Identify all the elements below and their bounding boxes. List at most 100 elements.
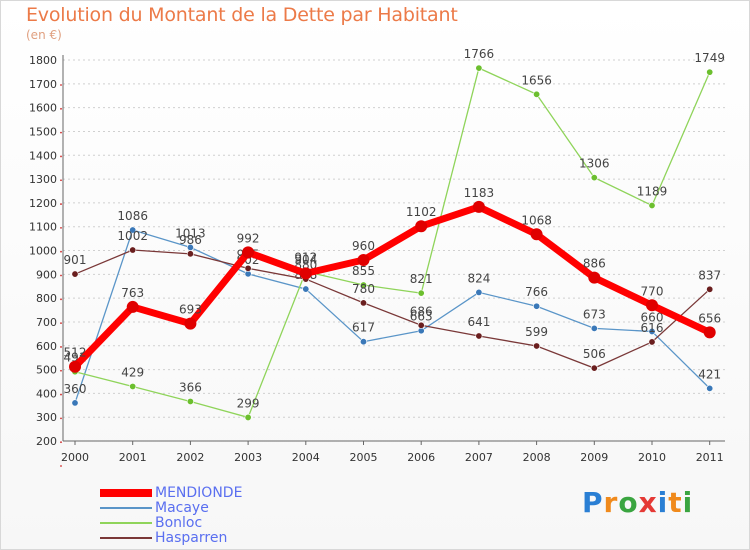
data-label: 1656 — [521, 73, 552, 87]
series-line-bonloc — [74, 67, 711, 419]
y-tick-label: 1000 — [29, 245, 57, 258]
data-label: 1766 — [464, 47, 495, 61]
x-tick-label: 2011 — [696, 451, 724, 464]
series-line-mendionde — [71, 203, 714, 371]
data-label: 686 — [410, 304, 433, 318]
data-point — [648, 201, 656, 209]
data-point — [590, 174, 598, 182]
data-label: 299 — [237, 396, 260, 410]
y-minor-tick — [60, 346, 62, 348]
legend-label: Hasparren — [155, 530, 228, 546]
data-label: 616 — [641, 321, 664, 335]
data-label: 1183 — [464, 186, 495, 200]
x-tick-label: 2000 — [61, 451, 89, 464]
data-label: 1002 — [117, 229, 148, 243]
y-minor-tick — [60, 322, 62, 325]
data-point — [415, 220, 428, 233]
x-tick-label: 2005 — [350, 451, 378, 464]
data-label: 837 — [698, 268, 721, 282]
data-point — [475, 64, 483, 72]
legend-label: MENDIONDE — [155, 485, 243, 501]
logo-letter: i — [657, 486, 669, 519]
y-minor-tick — [60, 298, 62, 301]
y-minor-tick — [60, 203, 62, 205]
data-point — [706, 384, 714, 392]
data-label: 512 — [64, 346, 87, 360]
data-label: 366 — [179, 380, 202, 394]
y-tick-label: 400 — [36, 387, 57, 400]
y-tick-label: 1700 — [29, 78, 57, 91]
data-point — [244, 413, 252, 421]
data-point — [590, 364, 598, 372]
data-point — [359, 281, 367, 289]
data-point — [129, 246, 137, 254]
x-tick-label: 2007 — [465, 451, 493, 464]
y-tick-label: 700 — [36, 316, 57, 329]
x-tick-label: 2008 — [523, 451, 551, 464]
data-point — [129, 382, 137, 390]
series-line-macaye — [74, 229, 711, 404]
data-label: 1189 — [637, 184, 668, 198]
data-point — [126, 300, 139, 313]
y-tick-label: 1500 — [29, 125, 57, 138]
y-tick-label: 1600 — [29, 102, 57, 115]
data-point — [533, 90, 541, 98]
data-label: 904 — [294, 252, 317, 266]
y-minor-tick — [60, 107, 62, 110]
data-label: 617 — [352, 321, 375, 335]
data-label: 770 — [641, 284, 664, 298]
series-line-hasparren — [74, 249, 711, 369]
data-label: 360 — [64, 382, 87, 396]
y-minor-tick — [60, 417, 62, 420]
data-label: 1086 — [117, 209, 148, 223]
data-point — [530, 228, 543, 241]
y-tick-label: 1200 — [29, 197, 57, 210]
data-label: 663 — [410, 310, 433, 324]
data-point — [299, 267, 312, 280]
y-minor-tick — [60, 250, 62, 253]
y-tick-label: 500 — [36, 364, 57, 377]
y-minor-tick — [60, 465, 62, 467]
data-label: 912 — [294, 250, 317, 264]
chart-title: Evolution du Montant de la Dette par Hab… — [26, 4, 458, 26]
y-minor-tick — [60, 369, 62, 372]
logo-letter: i — [682, 486, 694, 519]
data-point — [590, 324, 598, 332]
y-minor-tick — [60, 155, 62, 158]
data-point — [475, 288, 483, 296]
data-label: 429 — [121, 365, 144, 379]
data-point — [71, 399, 79, 407]
logo-letter: P — [582, 486, 604, 519]
data-label: 673 — [583, 307, 606, 321]
data-label: 1102 — [406, 205, 437, 219]
data-point — [359, 338, 367, 346]
x-tick-label: 2002 — [176, 451, 204, 464]
data-point — [417, 321, 425, 329]
data-point — [703, 326, 716, 339]
data-point — [533, 302, 541, 310]
data-point — [71, 270, 79, 278]
data-label: 641 — [467, 315, 490, 329]
data-label: 766 — [525, 285, 548, 299]
data-label: 1013 — [175, 226, 206, 240]
y-tick-label: 1100 — [29, 221, 57, 234]
chart-unit: (en €) — [26, 28, 62, 42]
data-label: 780 — [352, 282, 375, 296]
logo-letter: x — [638, 486, 658, 519]
y-tick-label: 800 — [36, 292, 57, 305]
y-tick-label: 300 — [36, 411, 57, 424]
data-label: 693 — [179, 303, 202, 317]
data-label: 960 — [352, 239, 375, 253]
legend-swatch — [100, 507, 152, 509]
data-point — [359, 299, 367, 307]
data-point — [302, 285, 310, 293]
y-minor-tick — [60, 226, 62, 229]
legend-label: Bonloc — [155, 515, 203, 531]
data-label: 656 — [698, 311, 721, 325]
y-tick-label: 1400 — [29, 149, 57, 162]
data-point — [475, 332, 483, 340]
legend-swatch — [100, 537, 152, 539]
data-label: 986 — [179, 233, 202, 247]
data-label: 886 — [583, 257, 606, 271]
